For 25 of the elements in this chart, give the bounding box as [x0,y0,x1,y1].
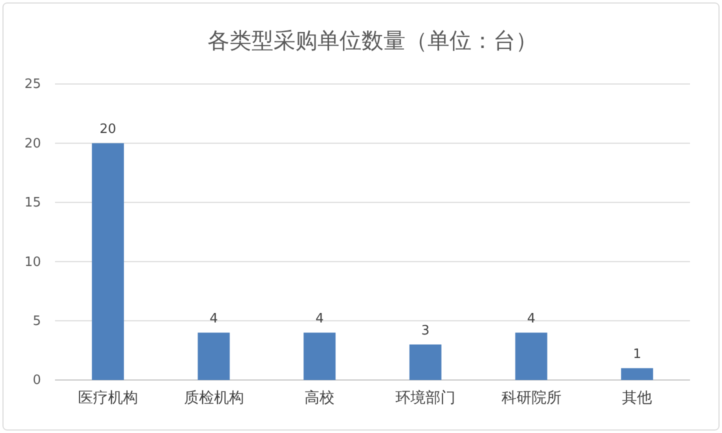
x-tick-label: 环境部门 [395,388,456,407]
bar [621,368,654,380]
bar [409,344,442,380]
data-label: 4 [527,312,536,327]
data-label: 20 [100,122,116,138]
x-tick-label: 医疗机构 [78,388,138,407]
data-label: 4 [315,312,324,327]
y-tick-label: 20 [24,136,41,152]
bar [92,143,124,380]
data-label: 4 [210,312,218,327]
x-tick-label: 高校 [304,388,335,407]
bar [304,332,336,380]
x-tick-label: 质检机构 [184,388,244,407]
y-tick-label: 10 [24,254,41,270]
x-tick-label: 其他 [622,388,652,407]
bar [198,332,230,380]
y-tick-label: 15 [24,196,41,211]
y-tick-label: 5 [32,314,41,329]
chart-title: 各类型采购单位数量（单位：台） [208,29,538,54]
bar [515,332,548,380]
data-label: 1 [632,347,642,362]
x-tick-label: 科研院所 [501,388,562,407]
y-tick-label: 25 [24,77,41,92]
data-label: 3 [421,323,430,338]
y-tick-label: 0 [32,373,41,388]
